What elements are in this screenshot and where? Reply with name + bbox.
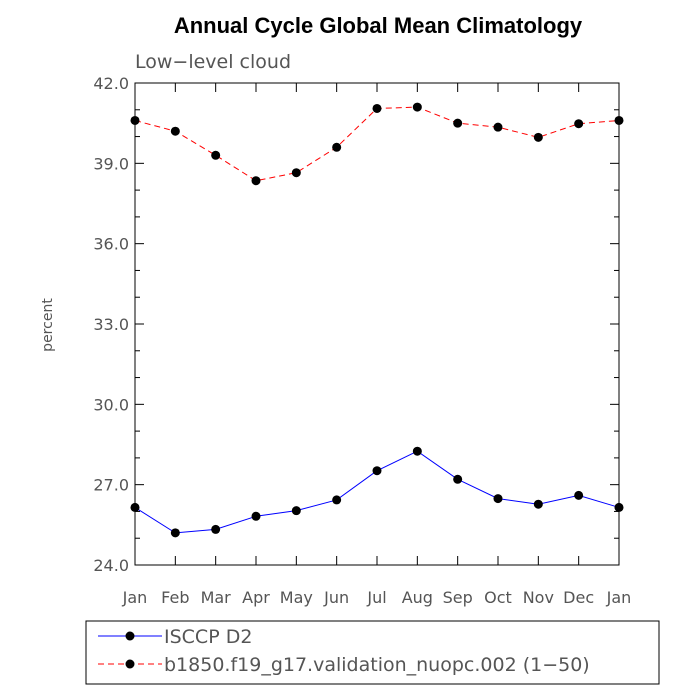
- data-point: [493, 494, 503, 504]
- data-point: [211, 524, 221, 534]
- x-tick-label: Nov: [523, 588, 554, 607]
- data-point: [170, 126, 180, 136]
- x-tick-label: May: [280, 588, 313, 607]
- plot-frame: [134, 82, 620, 566]
- x-tick-label: Dec: [563, 588, 594, 607]
- x-tick-label: Mar: [201, 588, 232, 607]
- data-point: [332, 142, 342, 152]
- y-axis-label: percent: [40, 298, 56, 352]
- data-point: [533, 132, 543, 142]
- data-point: [211, 150, 221, 160]
- x-tick-label: Jan: [122, 588, 148, 607]
- data-point: [372, 466, 382, 476]
- y-tick-label: 36.0: [93, 235, 129, 254]
- data-point: [574, 490, 584, 500]
- data-point: [291, 506, 301, 516]
- data-point: [614, 502, 624, 512]
- x-tick-label: Oct: [484, 588, 512, 607]
- data-point: [251, 511, 261, 521]
- data-point: [412, 446, 422, 456]
- data-point: [251, 176, 261, 186]
- legend: ISCCP D2 b1850.f19_g17.validation_nuopc.0…: [85, 620, 660, 685]
- data-point: [130, 502, 140, 512]
- data-point: [412, 102, 422, 112]
- series-line: [134, 450, 620, 534]
- y-tick-label: 27.0: [93, 476, 129, 495]
- y-tick-label: 39.0: [93, 154, 129, 173]
- x-tick-label: Apr: [242, 588, 270, 607]
- data-point: [493, 122, 503, 132]
- chart-title: Annual Cycle Global Mean Climatology: [174, 13, 583, 38]
- y-tick-label: 30.0: [93, 395, 129, 414]
- data-point: [170, 528, 180, 538]
- data-point: [574, 119, 584, 129]
- data-point: [533, 499, 543, 509]
- legend-box: [85, 620, 660, 685]
- x-tick-label: Sep: [443, 588, 473, 607]
- axes: 24.0 27.0 30.0 33.0 36.0 39.0 42.0 Jan Feb Mar Apr…: [93, 74, 631, 607]
- legend-label: b1850.f19_g17.validation_nuopc.002 (1−50…: [164, 654, 590, 676]
- series-2: [130, 102, 624, 186]
- data-point: [130, 115, 140, 125]
- data-point: [291, 168, 301, 178]
- series-layer: [130, 102, 624, 538]
- y-tick-label: 42.0: [93, 74, 129, 93]
- x-tick-label: Jul: [366, 588, 386, 607]
- data-point: [453, 118, 463, 128]
- x-tick-label: Jan: [606, 588, 632, 607]
- series-1: [130, 446, 624, 538]
- legend-marker: [125, 631, 135, 641]
- chart-subtitle: Low−level cloud: [135, 51, 291, 73]
- legend-marker: [125, 659, 135, 669]
- x-tick-label: Feb: [161, 588, 189, 607]
- y-tick-label: 24.0: [93, 556, 129, 575]
- data-point: [332, 495, 342, 505]
- x-tick-label: Jun: [323, 588, 349, 607]
- y-tick-label: 33.0: [93, 315, 129, 334]
- x-tick-label: Aug: [402, 588, 433, 607]
- legend-label: ISCCP D2: [164, 626, 252, 648]
- series-line: [134, 106, 620, 182]
- data-point: [453, 474, 463, 484]
- data-point: [614, 115, 624, 125]
- data-point: [372, 103, 382, 113]
